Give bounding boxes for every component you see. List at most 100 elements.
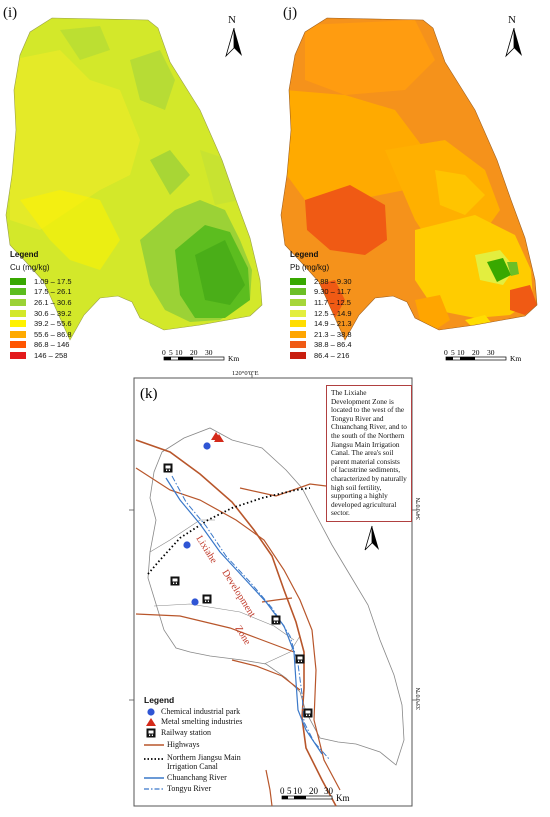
legend-swatch bbox=[10, 330, 26, 338]
lat-tick-label-1: 34°0'0"N bbox=[415, 497, 422, 520]
legend-label-chuanchang: Chuanchang River bbox=[167, 772, 227, 782]
legend-label-smelting: Metal smelting industries bbox=[161, 717, 243, 727]
lat-tick-label-2: 33°0'0"N bbox=[415, 687, 422, 710]
legend-item-tongyu: Tongyu River bbox=[144, 783, 274, 794]
legend-class-label: 146 – 258 bbox=[34, 350, 68, 360]
legend-swatch bbox=[10, 298, 26, 306]
legend-class-row: 30.6 – 39.2 bbox=[10, 308, 130, 319]
legend-class-row: 11.7 – 12.5 bbox=[290, 297, 410, 308]
river-icon bbox=[144, 777, 164, 779]
chemical-park-marker bbox=[191, 598, 199, 606]
legend-class-label: 14.9 – 21.3 bbox=[314, 319, 352, 329]
scale-unit-k: Km bbox=[336, 793, 350, 803]
legend-class-row: 55.6 – 86.8 bbox=[10, 329, 130, 340]
legend-i: Legend Cu (mg/kg) 1.09 – 17.5 17.5 – 26.1… bbox=[10, 250, 130, 361]
legend-class-row: 39.2 – 55.6 bbox=[10, 318, 130, 329]
legend-class-row: 1.09 – 17.5 bbox=[10, 276, 130, 287]
legend-class-label: 2.88 – 9.30 bbox=[314, 276, 352, 286]
legend-class-label: 21.3 – 38.8 bbox=[314, 329, 352, 339]
river-dashed-icon bbox=[144, 788, 164, 790]
legend-class-row: 2.88 – 9.30 bbox=[290, 276, 410, 287]
legend-swatch bbox=[10, 341, 26, 349]
panel-label-k: (k) bbox=[140, 386, 158, 402]
scale-label-30-i: 30 bbox=[205, 348, 213, 357]
legend-class-label: 86.8 – 146 bbox=[34, 340, 70, 350]
legend-class-label: 11.7 – 12.5 bbox=[314, 297, 351, 307]
legend-item-highways: Highways bbox=[144, 738, 274, 751]
legend-swatch bbox=[290, 288, 306, 296]
scale-label-5-j: 5 bbox=[451, 348, 455, 357]
scale-label-5-i: 5 bbox=[169, 348, 173, 357]
legend-swatch bbox=[290, 341, 306, 349]
north-label-j: N bbox=[508, 14, 516, 26]
legend-class-row: 14.9 – 21.3 bbox=[290, 318, 410, 329]
legend-label-canal: Northern Jiangsu Main Irrigation Canal bbox=[167, 753, 241, 771]
scale-label-5-k: 5 bbox=[287, 786, 292, 796]
scale-label-20-k: 20 bbox=[309, 786, 319, 796]
railway-station-marker bbox=[170, 576, 180, 586]
scale-bar-k: 0 5 10 20 30 Km bbox=[280, 786, 350, 803]
legend-label-railway: Railway station bbox=[161, 727, 211, 737]
zone-description-text: The Lixiahe Development Zone is located … bbox=[331, 388, 407, 518]
scale-label-10-k: 10 bbox=[293, 786, 303, 796]
legend-class-row: 17.5 – 26.1 bbox=[10, 287, 130, 298]
scale-bar-i: 0 5 10 20 30 Km bbox=[162, 348, 239, 363]
legend-item-chuanchang: Chuanchang River bbox=[144, 772, 274, 783]
legend-label-tongyu: Tongyu River bbox=[167, 783, 212, 793]
legend-item-chemical: Chemical industrial park bbox=[144, 707, 274, 717]
legend-title-i: Legend bbox=[10, 250, 39, 259]
legend-class-label: 55.6 – 86.8 bbox=[34, 329, 72, 339]
scale-unit-i: Km bbox=[228, 354, 239, 363]
legend-item-smelting: Metal smelting industries bbox=[144, 717, 274, 727]
legend-class-row: 86.8 – 146 bbox=[10, 340, 130, 351]
north-arrow-i: N bbox=[222, 14, 246, 58]
railway-station-icon bbox=[146, 728, 156, 738]
legend-class-row: 12.5 – 14.9 bbox=[290, 308, 410, 319]
legend-item-canal: Northern Jiangsu Main Irrigation Canal bbox=[144, 754, 274, 771]
legend-swatch bbox=[10, 277, 26, 285]
zone-description-box: The Lixiahe Development Zone is located … bbox=[326, 385, 412, 522]
north-arrow-icon bbox=[364, 525, 379, 551]
scale-label-0-j: 0 bbox=[444, 348, 448, 357]
highway-icon bbox=[144, 744, 164, 746]
zone-label-lixiahe: Lixiahe bbox=[193, 534, 219, 566]
scale-bar-j: 0 5 10 20 30 Km bbox=[444, 348, 521, 363]
canal-icon bbox=[144, 758, 164, 761]
legend-swatch bbox=[290, 277, 306, 285]
legend-class-label: 9.30 – 11.7 bbox=[314, 287, 351, 297]
railway-station-marker bbox=[202, 594, 212, 604]
legend-class-row: 26.1 – 30.6 bbox=[10, 297, 130, 308]
legend-unit-i: Cu (mg/kg) bbox=[10, 263, 50, 272]
pb-distribution-map bbox=[280, 17, 538, 341]
legend-class-label: 39.2 – 55.6 bbox=[34, 319, 72, 329]
chemical-park-icon bbox=[147, 708, 155, 717]
legend-swatch bbox=[290, 320, 306, 328]
scale-label-30-j: 30 bbox=[487, 348, 495, 357]
chemical-park-marker bbox=[183, 541, 191, 549]
legend-label-chemical: Chemical industrial park bbox=[161, 707, 241, 717]
scale-label-20-i: 20 bbox=[190, 348, 198, 357]
legend-class-label: 17.5 – 26.1 bbox=[34, 287, 72, 297]
scale-label-10-j: 10 bbox=[457, 348, 465, 357]
legend-label-highways: Highways bbox=[167, 739, 200, 749]
legend-class-label: 38.8 – 86.4 bbox=[314, 340, 352, 350]
legend-class-label: 30.6 – 39.2 bbox=[34, 308, 72, 318]
legend-k: Legend Chemical industrial park Metal sm… bbox=[144, 696, 274, 794]
legend-j: Legend Pb (mg/kg) 2.88 – 9.30 9.30 – 11.7… bbox=[290, 250, 410, 361]
smelting-icon bbox=[146, 718, 156, 727]
panel-label-i: (i) bbox=[3, 5, 18, 21]
legend-class-row: 38.8 – 86.4 bbox=[290, 340, 410, 351]
legend-title-k: Legend bbox=[144, 695, 175, 705]
legend-class-label: 1.09 – 17.5 bbox=[34, 276, 72, 286]
legend-class-label: 26.1 – 30.6 bbox=[34, 297, 72, 307]
legend-swatch bbox=[10, 309, 26, 317]
north-label-i: N bbox=[228, 14, 236, 26]
legend-swatch bbox=[10, 288, 26, 296]
railway-station-marker bbox=[295, 654, 305, 664]
north-arrow-j: N bbox=[502, 14, 526, 58]
north-arrow-icon bbox=[225, 28, 242, 58]
legend-swatch bbox=[290, 309, 306, 317]
cu-distribution-map bbox=[5, 17, 263, 341]
scale-label-0-i: 0 bbox=[162, 348, 166, 357]
